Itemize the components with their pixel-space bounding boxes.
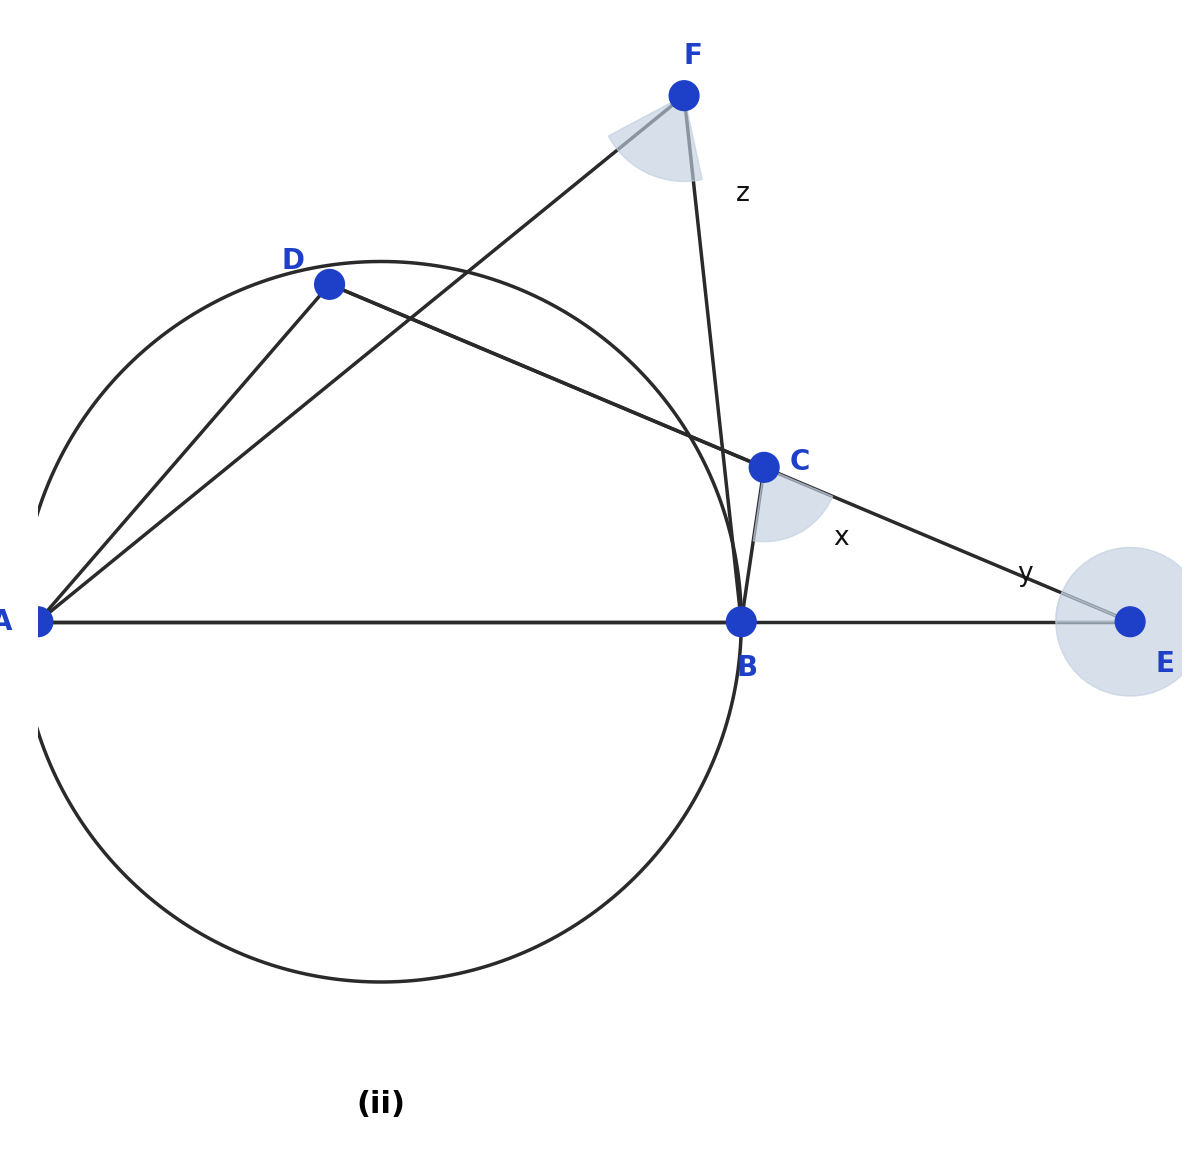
Circle shape [314,270,344,300]
Polygon shape [1056,547,1200,696]
Circle shape [670,81,698,111]
Circle shape [726,607,756,637]
Text: A: A [0,608,13,636]
Circle shape [1115,607,1145,637]
Text: E: E [1156,651,1174,679]
Text: C: C [790,448,810,476]
Circle shape [749,453,779,483]
Text: x: x [833,524,848,551]
Polygon shape [754,468,833,541]
Text: D: D [282,248,305,275]
Text: z: z [736,181,750,207]
Text: (ii): (ii) [356,1090,406,1120]
Circle shape [23,607,53,637]
Text: F: F [684,43,703,70]
Polygon shape [608,96,702,181]
Text: y: y [1018,561,1033,588]
Text: B: B [737,654,757,682]
